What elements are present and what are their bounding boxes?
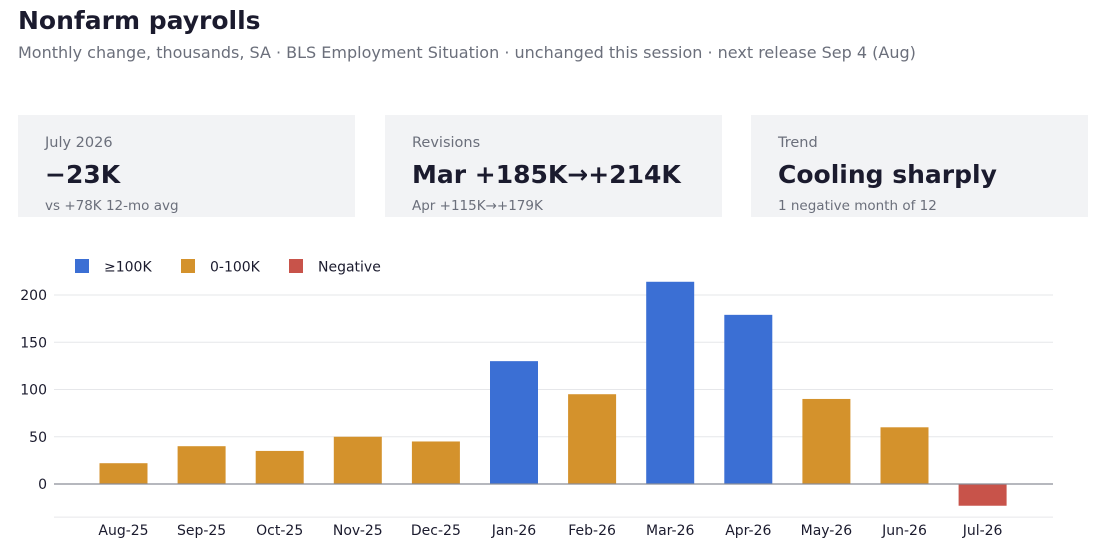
bar (724, 314, 773, 484)
bar (333, 436, 382, 484)
x-tick-label: Dec-25 (411, 523, 461, 539)
x-tick-label: May-26 (801, 523, 853, 539)
x-tick-label: Jun-26 (881, 523, 927, 539)
card-label: Revisions (412, 135, 481, 151)
x-tick-label: Jan-26 (491, 523, 537, 539)
bar (958, 484, 1007, 506)
bar (490, 361, 538, 484)
bar (802, 398, 851, 484)
legend-swatch (289, 259, 303, 273)
bar-chart: 0 50 100 150 200 Aug-25 Sep-25 Oct-25 Nov-25 Dec-… (20, 259, 1053, 539)
bar (880, 427, 929, 484)
card-latest: July 2026 −23K vs +78K 12-mo avg (18, 115, 355, 217)
y-tick-label: 50 (29, 430, 47, 446)
legend-swatch (181, 259, 195, 273)
legend-label: 0-100K (210, 260, 261, 276)
card-value: Cooling sharply (778, 160, 997, 189)
y-tick-label: 150 (20, 335, 47, 351)
bar (411, 441, 460, 484)
legend-label: ≥100K (104, 260, 152, 276)
y-tick-label: 200 (20, 288, 47, 304)
x-tick-label: Aug-25 (98, 523, 148, 539)
x-tick-label: Mar-26 (646, 523, 694, 539)
x-tick-label: Nov-25 (333, 523, 383, 539)
legend-label: Negative (318, 260, 381, 276)
card-value: Mar +185K→+214K (412, 160, 681, 189)
y-tick-label: 0 (38, 477, 47, 493)
card-subtext: Apr +115K→+179K (412, 198, 543, 214)
x-tick-label: Apr-26 (725, 523, 771, 539)
card-label: Trend (778, 135, 818, 151)
y-tick-label: 100 (20, 383, 47, 399)
page-title: Nonfarm payrolls (18, 6, 261, 35)
x-tick-label: Jul-26 (962, 523, 1003, 539)
x-tick-label: Sep-25 (177, 523, 226, 539)
card-revisions: Revisions Mar +185K→+214K Apr +115K→+179… (385, 115, 722, 217)
bar (99, 463, 148, 484)
legend-swatch (75, 259, 89, 273)
bar (177, 446, 226, 484)
x-tick-label: Feb-26 (568, 523, 616, 539)
bar (646, 281, 695, 484)
x-tick-label: Oct-25 (256, 523, 303, 539)
card-label: July 2026 (45, 135, 113, 151)
card-subtext: vs +78K 12-mo avg (45, 198, 179, 214)
card-subtext: 1 negative month of 12 (778, 198, 937, 214)
bar (255, 450, 304, 484)
page-subtitle: Monthly change, thousands, SA · BLS Empl… (18, 43, 916, 62)
card-value: −23K (45, 160, 121, 189)
bar (568, 394, 617, 484)
card-trend: Trend Cooling sharply 1 negative month o… (751, 115, 1088, 217)
